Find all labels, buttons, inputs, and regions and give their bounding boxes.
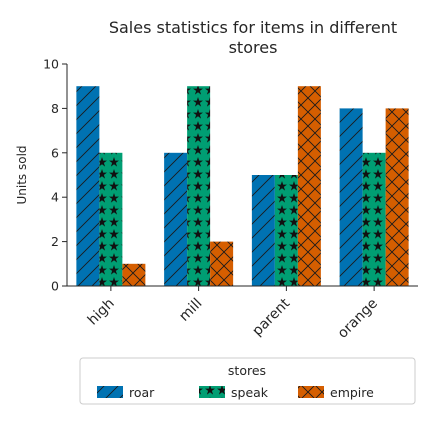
x-tick-label: high (85, 296, 118, 329)
bar-empire-parent (297, 86, 321, 286)
legend-frame (79, 357, 416, 405)
legend-label-empire: empire (330, 385, 374, 400)
y-tick-label: 6 (51, 145, 59, 160)
x-tick-label: orange (335, 296, 381, 342)
x-tick-label: mill (176, 296, 205, 325)
chart-title-line-1: Sales statistics for items in different (109, 18, 397, 37)
bar-roar-orange (339, 108, 363, 287)
legend: stores roar speak empire (79, 357, 416, 405)
bar-roar-parent (251, 175, 275, 286)
y-axis-ticks: 0 2 4 6 8 10 (43, 57, 67, 294)
bar-speak-parent (274, 175, 298, 286)
bar-speak-orange (362, 152, 386, 286)
legend-label-speak: speak (231, 385, 269, 400)
bar-empire-orange (385, 108, 409, 287)
y-tick-label: 4 (51, 190, 59, 205)
y-tick-label: 0 (51, 279, 59, 294)
x-tick-label: parent (249, 295, 293, 339)
y-tick-label: 2 (51, 234, 59, 249)
legend-swatch-empire (298, 386, 324, 398)
bar-speak-high (99, 152, 123, 286)
x-axis-ticks: high mill parent orange (85, 286, 381, 342)
legend-items: roar speak empire (97, 385, 374, 400)
legend-title: stores (228, 363, 266, 378)
y-tick-label: 10 (43, 57, 59, 72)
bars (76, 86, 409, 287)
legend-swatch-speak (199, 386, 225, 398)
legend-label-roar: roar (129, 385, 155, 400)
bar-empire-mill (210, 241, 234, 286)
chart-title-line-2: stores (229, 38, 278, 57)
bar-roar-high (76, 86, 100, 286)
legend-swatch-roar (97, 386, 123, 398)
y-tick-label: 8 (51, 101, 59, 116)
y-axis-label: Units sold (15, 145, 29, 204)
bar-speak-mill (187, 86, 211, 286)
bar-empire-high (122, 263, 146, 286)
bar-roar-mill (164, 152, 188, 286)
